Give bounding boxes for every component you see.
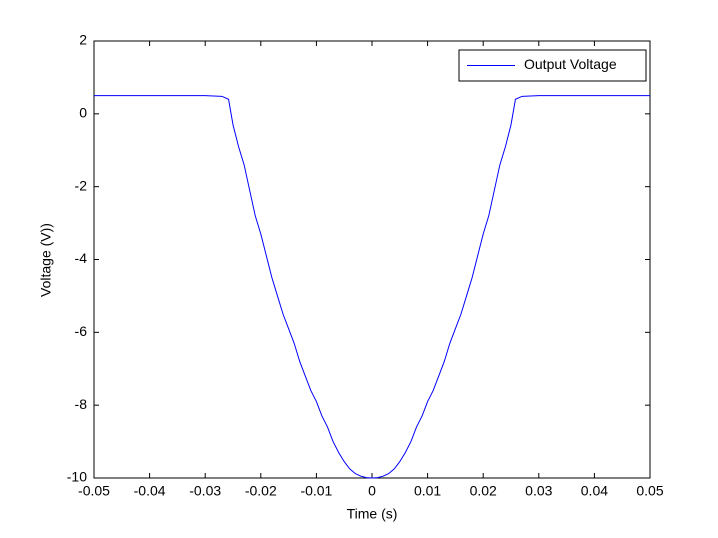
x-tick-label: 0.04 — [581, 483, 608, 499]
legend-label: Output Voltage — [524, 56, 617, 72]
x-tick-label: 0 — [368, 483, 376, 499]
y-tick-label: 2 — [79, 32, 87, 48]
y-tick-label: -2 — [75, 177, 88, 193]
x-tick-label: -0.02 — [245, 483, 277, 499]
x-tick-label: 0.05 — [636, 483, 663, 499]
x-tick-label: -0.04 — [134, 483, 166, 499]
x-tick-label: 0.03 — [525, 483, 552, 499]
x-axis-label: Time (s) — [347, 506, 398, 522]
y-tick-label: -4 — [75, 250, 88, 266]
y-tick-label: -6 — [75, 323, 88, 339]
y-tick-label: -10 — [67, 469, 87, 485]
x-tick-label: -0.01 — [300, 483, 332, 499]
x-tick-label: -0.05 — [78, 483, 110, 499]
y-tick-label: -8 — [75, 396, 88, 412]
line-series — [94, 95, 650, 479]
x-tick-label: 0.01 — [414, 483, 441, 499]
x-tick-label: -0.03 — [189, 483, 221, 499]
y-tick-label: 0 — [79, 105, 87, 121]
x-tick-label: 0.02 — [470, 483, 497, 499]
y-axis-label: Voltage (V)) — [38, 223, 54, 297]
